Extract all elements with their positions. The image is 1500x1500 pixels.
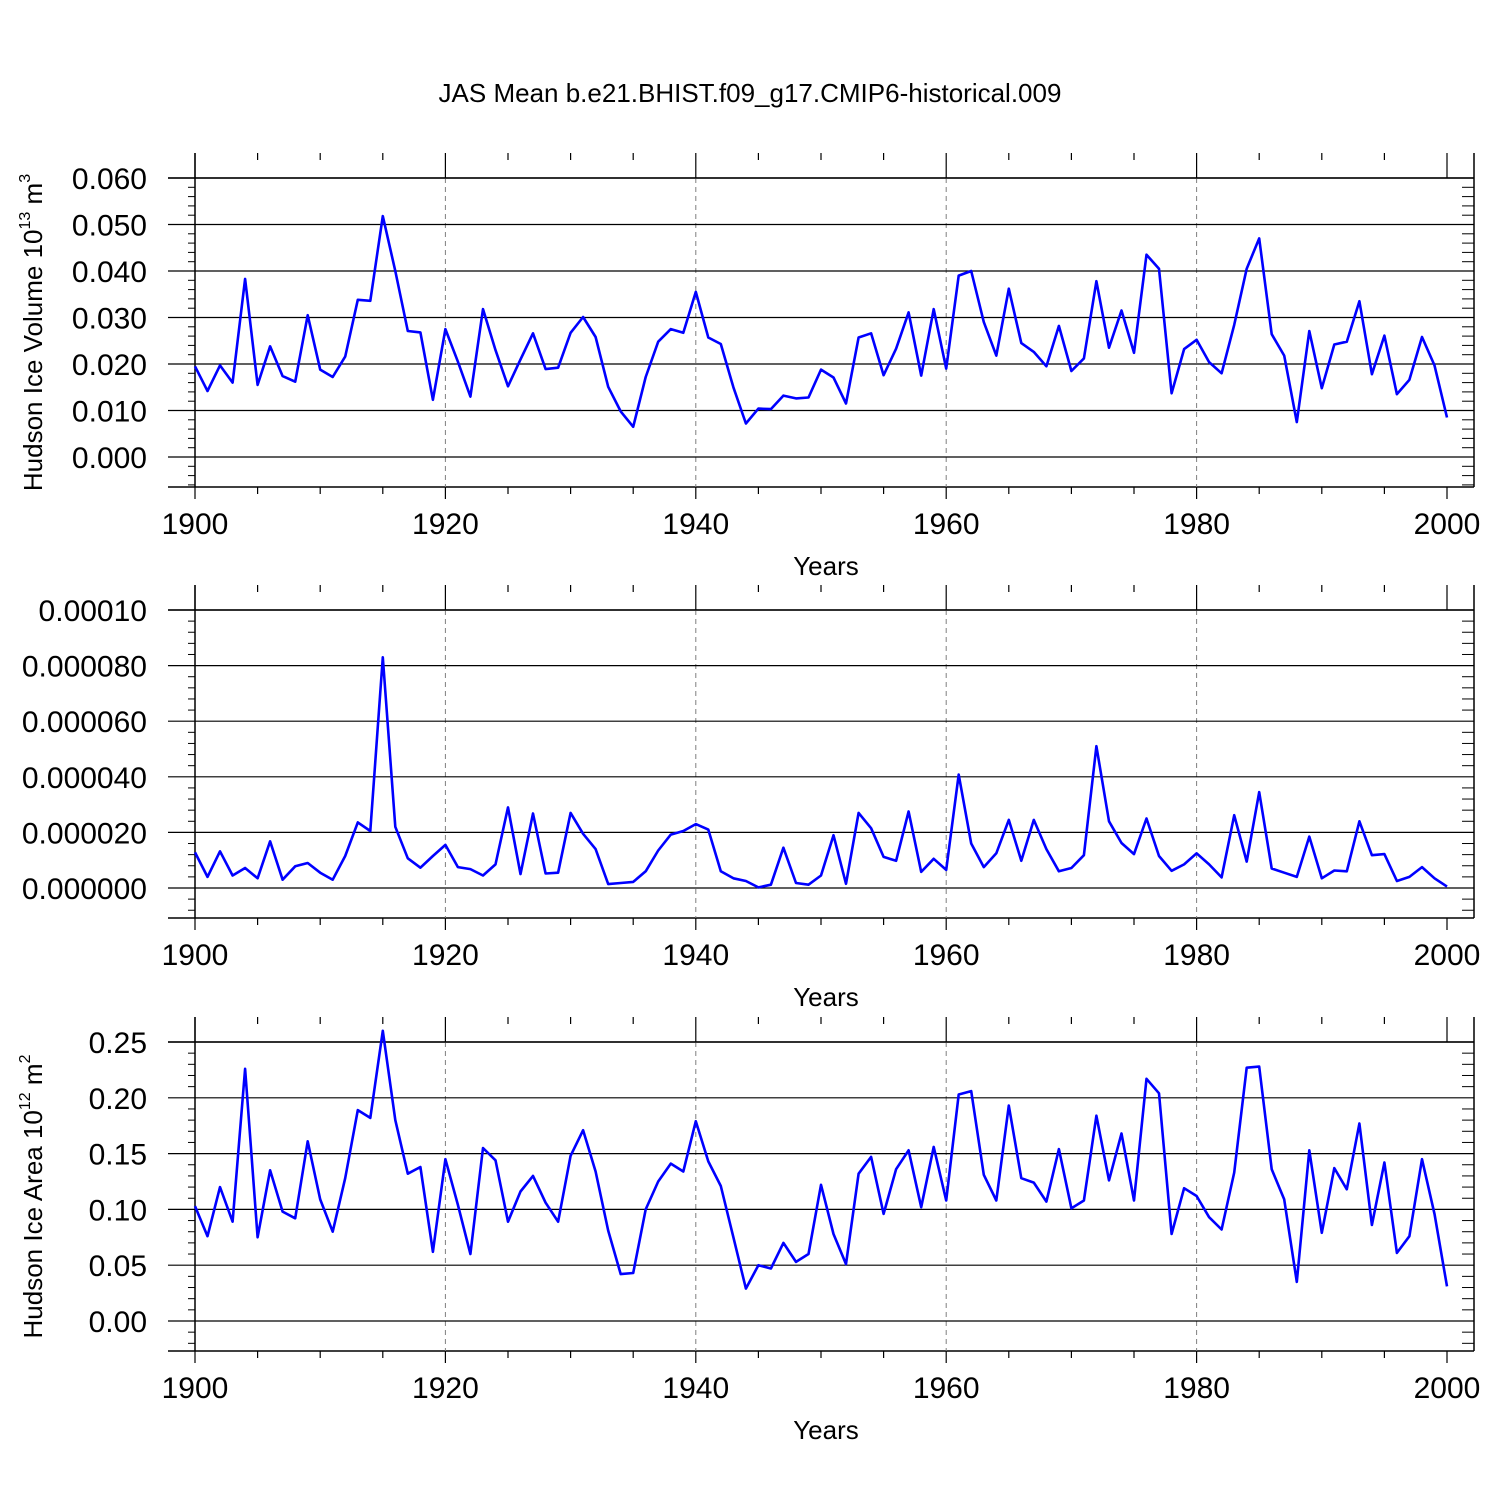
- y-tick-label: 0.040: [72, 256, 147, 289]
- x-tick-label: 1980: [1163, 939, 1230, 972]
- x-tick-label: 1920: [412, 1372, 479, 1405]
- x-axis-title: Years: [793, 1415, 859, 1445]
- x-axis-title: Years: [793, 551, 859, 581]
- y-tick-label: 0.000000: [22, 873, 147, 906]
- y-tick-label: 0.05: [89, 1250, 147, 1283]
- y-tick-label: 0.10: [89, 1194, 147, 1227]
- y-tick-label: 0.15: [89, 1139, 147, 1172]
- y-tick-label: 0.00: [89, 1306, 147, 1339]
- panel-ice-volume: 1900 1920 1940 1960 1980 2000 Years 0.000 0.010 0…: [17, 153, 1480, 581]
- y-tick-label: 0.25: [89, 1027, 147, 1060]
- x-tick-label: 1940: [662, 508, 729, 541]
- x-tick-label: 1960: [913, 939, 980, 972]
- y-tick-label: 0.000020: [22, 817, 147, 850]
- x-tick-label: 1940: [662, 939, 729, 972]
- series-line: [193, 1029, 1449, 1290]
- x-tick-label: 1960: [913, 508, 980, 541]
- x-tick-label: 1940: [662, 1372, 729, 1405]
- y-tick-label: 0.010: [72, 396, 147, 429]
- series-line: [193, 214, 1449, 429]
- y-tick-label: 0.000080: [22, 651, 147, 684]
- y-tick-label: 0.000040: [22, 762, 147, 795]
- x-tick-label: 1900: [162, 508, 229, 541]
- x-tick-label: 2000: [1414, 1372, 1481, 1405]
- y-axis-title: Hudson Ice Area 1012 m2: [17, 1054, 48, 1338]
- x-tick-label: 1980: [1163, 508, 1230, 541]
- y-tick-label: 0.020: [72, 349, 147, 382]
- y-axis-title: Hudson Ice Volume 1013 m3: [17, 174, 48, 491]
- panel-ice-area: 1900 1920 1940 1960 1980 2000 Years 0.00 0.05 0.1…: [17, 1017, 1480, 1445]
- x-tick-label: 1960: [913, 1372, 980, 1405]
- y-tick-label: 0.000: [72, 442, 147, 475]
- y-tick-label: 0.00010: [39, 595, 147, 628]
- panel-middle: 1900 1920 1940 1960 1980 2000 Years 0.000000 0.0…: [22, 585, 1481, 1012]
- y-tick-label: 0.050: [72, 210, 147, 243]
- x-tick-label: 1900: [162, 1372, 229, 1405]
- x-tick-label: 1920: [412, 939, 479, 972]
- series-line: [193, 655, 1448, 889]
- x-tick-label: 1900: [162, 939, 229, 972]
- y-tick-label: 0.060: [72, 163, 147, 196]
- figure-title: JAS Mean b.e21.BHIST.f09_g17.CMIP6-histo…: [438, 78, 1062, 108]
- y-tick-label: 0.000060: [22, 706, 147, 739]
- x-tick-label: 2000: [1414, 939, 1481, 972]
- y-tick-label: 0.20: [89, 1083, 147, 1116]
- x-tick-label: 1980: [1163, 1372, 1230, 1405]
- x-axis-title: Years: [793, 982, 859, 1012]
- y-tick-label: 0.030: [72, 303, 147, 336]
- x-tick-label: 2000: [1414, 508, 1481, 541]
- x-tick-label: 1920: [412, 508, 479, 541]
